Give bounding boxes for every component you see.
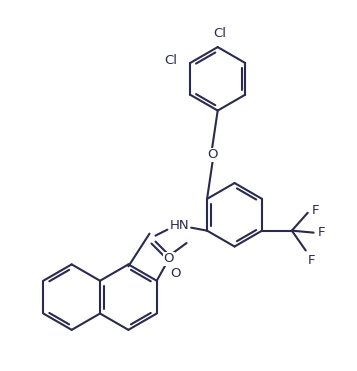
Text: Cl: Cl	[213, 27, 226, 40]
Text: F: F	[312, 204, 320, 217]
Text: O: O	[170, 267, 181, 280]
Text: O: O	[164, 252, 174, 265]
Text: O: O	[207, 148, 218, 161]
Text: HN: HN	[170, 219, 189, 232]
Text: F: F	[308, 254, 316, 267]
Text: Cl: Cl	[164, 55, 177, 68]
Text: F: F	[318, 226, 325, 239]
